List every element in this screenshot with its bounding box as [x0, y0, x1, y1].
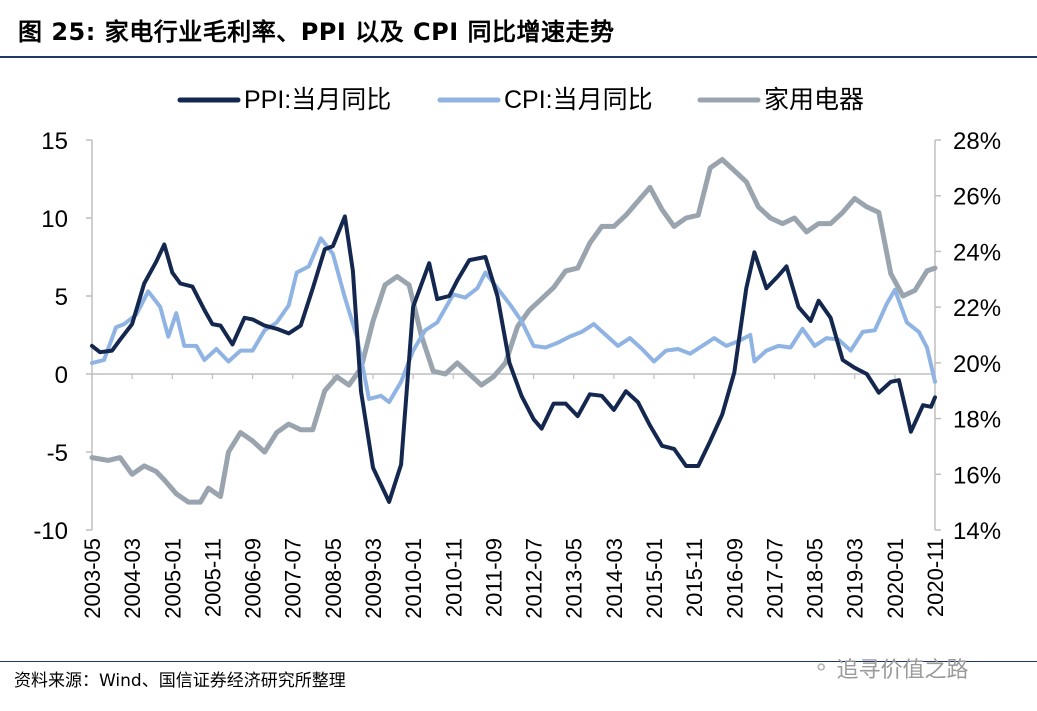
series-line-1: [90, 236, 937, 405]
x-tick-label: 2020-01: [883, 538, 908, 619]
footer-divider: [0, 661, 1037, 662]
y-right-tick-label: 16%: [953, 462, 1001, 489]
x-tick-label: 2015-11: [682, 538, 707, 617]
x-tick-label: 2005-01: [160, 538, 185, 619]
series-line-0: [90, 214, 937, 504]
source-note: 资料来源：Wind、国信证券经济研究所整理: [14, 671, 346, 691]
line-chart: 15 10 5 0 -5 -10 28% 26% 24% 22% 20% 18% 16% 14% 2003-…: [33, 86, 1001, 619]
x-tick-label: 2015-01: [642, 538, 667, 619]
x-tick-label: 2011-09: [481, 538, 506, 617]
y-right-tick-label: 26%: [953, 184, 1001, 211]
y-right-tick-label: 14%: [953, 518, 1001, 545]
x-tick-label: 2018-05: [803, 538, 828, 619]
title-bar: 图 25: 家电行业毛利率、PPI 以及 CPI 同比增速走势: [0, 0, 1037, 58]
x-tick-label: 2005-11: [200, 538, 225, 617]
y-left-tick-label: 0: [55, 362, 68, 389]
y-right-tick-label: 22%: [953, 295, 1001, 322]
x-tick-label: 2020-11: [923, 538, 948, 617]
x-tick-label: 2017-07: [762, 538, 787, 619]
y-right-tick-label: 24%: [953, 239, 1001, 266]
y-right-tick-label: 18%: [953, 407, 1001, 434]
y-left-tick-label: 5: [55, 284, 68, 311]
page-title: 图 25: 家电行业毛利率、PPI 以及 CPI 同比增速走势: [18, 18, 615, 46]
x-tick-label: 2014-03: [602, 538, 627, 619]
x-tick-label: 2006-09: [241, 538, 266, 619]
x-tick-label: 2008-05: [321, 538, 346, 619]
x-tick-label: 2013-05: [562, 538, 587, 619]
x-tick-label: 2019-03: [843, 538, 868, 619]
x-tick-label: 2009-03: [361, 538, 386, 619]
y-left-tick-label: 15: [41, 128, 68, 155]
watermark: ⚬ 追寻价值之路: [812, 652, 968, 684]
legend-label: 家用电器: [764, 86, 864, 114]
legend-label: PPI:当月同比: [244, 86, 391, 114]
legend-label: CPI:当月同比: [504, 86, 653, 114]
x-tick-label: 2007-07: [281, 538, 306, 619]
y-left-tick-label: -5: [47, 440, 68, 467]
x-tick-label: 2010-01: [401, 538, 426, 619]
y-right-tick-label: 28%: [953, 128, 1001, 155]
x-tick-label: 2016-09: [722, 538, 747, 619]
wechat-icon: ⚬: [812, 655, 831, 681]
x-tick-label: 2003-05: [80, 538, 105, 619]
y-left-tick-label: -10: [33, 518, 68, 545]
x-tick-label: 2010-11: [441, 538, 466, 617]
y-right-tick-label: 20%: [953, 351, 1001, 378]
y-left-tick-label: 10: [41, 206, 68, 233]
x-tick-label: 2004-03: [120, 538, 145, 619]
x-tick-label: 2012-07: [522, 538, 547, 619]
watermark-text: 追寻价值之路: [836, 658, 969, 683]
series-line-2: [89, 157, 938, 505]
